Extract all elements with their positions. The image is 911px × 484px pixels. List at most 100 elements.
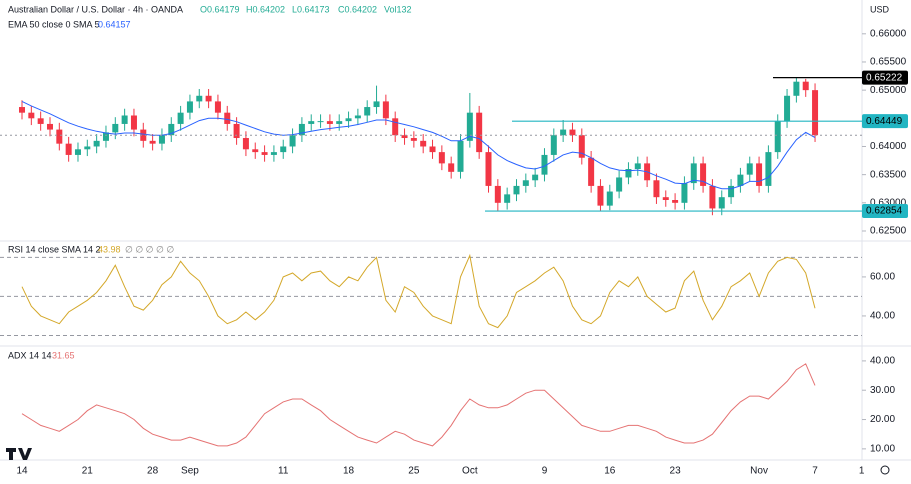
candle-body <box>494 185 501 203</box>
x-tick-label: 14 <box>16 466 28 477</box>
ohlc-legend: L0.64173 <box>292 4 330 14</box>
candle-body <box>373 101 380 108</box>
candle-body <box>140 129 147 141</box>
candle-body <box>177 112 184 124</box>
candle-body <box>429 146 436 153</box>
candle-body <box>700 163 707 186</box>
indicator-line <box>21 253 816 329</box>
candle-body <box>84 146 91 150</box>
x-tick-label: 28 <box>147 466 159 477</box>
candle-body <box>102 132 109 141</box>
y-tick-label: 30.00 <box>870 385 895 396</box>
indicator-legend: EMA 50 close 0 SMA 5 <box>8 19 100 29</box>
ohlc-legend: C0.64202 <box>338 4 377 14</box>
candle-body <box>410 138 417 141</box>
y-tick-label: 60.00 <box>870 272 895 283</box>
candle-body <box>737 174 744 186</box>
level-label: 0.64449 <box>866 116 903 127</box>
candle-body <box>709 185 716 209</box>
currency[interactable]: USD <box>870 4 890 14</box>
candle-body <box>690 163 697 184</box>
x-tick-label: 16 <box>604 466 616 477</box>
candle-body <box>261 152 268 155</box>
candle-body <box>550 135 557 155</box>
candle-body <box>625 169 632 178</box>
x-tick-label: 1 <box>859 466 865 477</box>
candle-body <box>336 121 343 124</box>
x-tick-label: Nov <box>750 466 768 477</box>
candle-body <box>756 163 763 186</box>
candle-body <box>541 154 548 175</box>
rsi-legend: RSI 14 close SMA 14 2 <box>8 244 101 254</box>
x-tick-label: 23 <box>670 466 682 477</box>
ohlc-legend: Vol132 <box>384 4 412 14</box>
candle-body <box>718 197 725 209</box>
candle-body <box>662 197 669 200</box>
candle-body <box>522 180 529 186</box>
x-tick-label: Sep <box>181 466 199 477</box>
y-tick-label: 0.66000 <box>870 28 907 39</box>
candle-body <box>560 129 567 136</box>
candle-body <box>289 135 296 147</box>
candle-body <box>280 146 287 153</box>
ohlc-legend: H0.64202 <box>246 4 285 14</box>
candle-body <box>28 112 35 119</box>
ohlc-legend: O0.64179 <box>200 4 240 14</box>
candle-body <box>326 121 333 124</box>
candle-body <box>438 152 445 164</box>
candle-body <box>653 180 660 198</box>
candle-body <box>401 135 408 139</box>
candle-body <box>569 129 576 136</box>
candle-body <box>578 135 585 158</box>
candle-body <box>121 115 128 124</box>
x-tick-label: 9 <box>542 466 548 477</box>
candle-body <box>93 140 100 147</box>
indicator-line <box>21 363 816 447</box>
candle-body <box>74 149 81 155</box>
candle-body <box>812 90 819 136</box>
level-label: 0.65222 <box>866 72 903 83</box>
candle-body <box>130 115 137 130</box>
y-tick-label: 0.63500 <box>870 169 907 180</box>
x-tick-label: 7 <box>812 466 818 477</box>
candle-body <box>364 107 371 116</box>
y-tick-label: 0.63000 <box>870 197 907 208</box>
candle-body <box>504 194 511 203</box>
candle-body <box>597 185 604 206</box>
candle-body <box>56 129 63 144</box>
candle-body <box>224 112 231 124</box>
rsi-extra: ∅ ∅ ∅ ∅ ∅ <box>125 244 174 254</box>
ema-line <box>21 100 816 190</box>
candle-body <box>354 115 361 119</box>
candle-body <box>19 107 25 113</box>
candle-body <box>158 135 165 144</box>
candle-body <box>270 152 277 155</box>
x-tick-label: 18 <box>343 466 355 477</box>
y-tick-label: 40.00 <box>870 311 895 322</box>
candle-body <box>681 183 688 203</box>
logo[interactable] <box>6 448 32 460</box>
candle-body <box>252 149 259 153</box>
candle-body <box>168 123 175 136</box>
candle-body <box>233 123 240 139</box>
candle-body <box>317 121 324 123</box>
candle-body <box>672 200 679 203</box>
candle-body <box>485 152 492 186</box>
candle-body <box>476 112 483 153</box>
y-tick-label: 40.00 <box>870 356 895 367</box>
adx-value: 31.65 <box>52 350 75 360</box>
candle-body <box>793 81 800 96</box>
level-tag <box>862 204 908 219</box>
settings-icon[interactable] <box>880 465 890 475</box>
y-tick-label: 0.65000 <box>870 85 907 96</box>
candle-body <box>65 143 72 155</box>
y-tick-label: 0.64000 <box>870 141 907 152</box>
candle-body <box>382 101 389 119</box>
chart-title: Australian Dollar / U.S. Dollar · 4h · O… <box>8 4 183 14</box>
candle-body <box>746 163 753 175</box>
candle-body <box>196 95 203 102</box>
y-tick-label: 0.62500 <box>870 226 907 237</box>
candle-body <box>774 121 781 153</box>
candle-body <box>616 177 623 192</box>
